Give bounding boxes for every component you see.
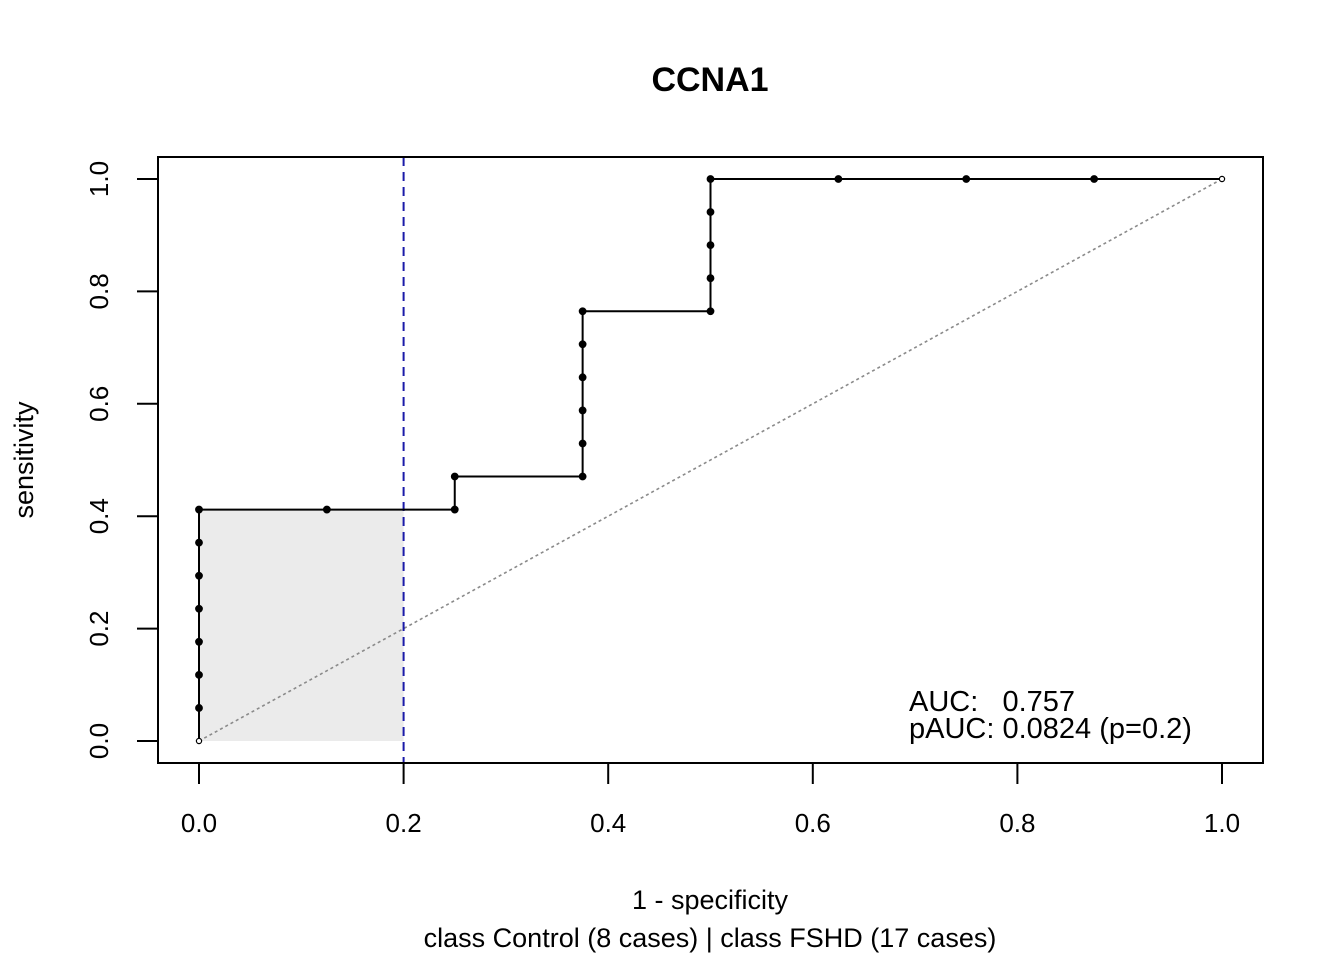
roc-point xyxy=(706,241,715,249)
roc-point xyxy=(195,737,203,745)
y-axis-label: sensitivity xyxy=(9,401,39,519)
roc-point xyxy=(578,472,587,481)
y-tick-label: 0.2 xyxy=(84,611,114,647)
roc-point xyxy=(195,571,203,580)
roc-point xyxy=(578,406,587,415)
roc-point xyxy=(195,671,203,679)
roc-point xyxy=(706,208,715,216)
roc-point xyxy=(450,505,459,514)
roc-point xyxy=(195,704,203,712)
roc-point xyxy=(962,175,971,183)
x-tick-label: 0.0 xyxy=(181,808,217,838)
roc-point xyxy=(578,373,587,382)
plot-area xyxy=(195,157,1226,763)
x-axis-label: 1 - specificity xyxy=(632,885,789,915)
y-tick-label: 0.4 xyxy=(84,498,114,534)
roc-point xyxy=(578,307,587,316)
partial-auc-region xyxy=(199,509,404,741)
roc-point xyxy=(578,340,587,349)
y-tick-label: 0.0 xyxy=(84,723,114,759)
roc-point xyxy=(578,439,587,448)
roc-point xyxy=(1218,175,1226,183)
roc-point xyxy=(450,472,459,481)
y-tick-label: 0.6 xyxy=(84,386,114,422)
roc-point xyxy=(706,307,715,316)
roc-point xyxy=(834,175,843,183)
auc-annotation: AUC: 0.757 xyxy=(909,686,1075,718)
pauc-annotation: pAUC: 0.0824 (p=0.2) xyxy=(909,713,1192,745)
roc-point xyxy=(706,175,715,183)
y-axis: 0.0 0.2 0.4 0.6 0.8 1.0 xyxy=(84,161,159,759)
roc-point xyxy=(195,538,203,547)
x-tick-label: 0.2 xyxy=(386,808,422,838)
x-axis: 0.0 0.2 0.4 0.6 0.8 1.0 xyxy=(181,762,1240,838)
roc-curve-line xyxy=(198,178,1222,741)
x-tick-label: 1.0 xyxy=(1204,808,1240,838)
x-tick-label: 0.4 xyxy=(590,808,626,838)
reference-diagonal xyxy=(198,178,1223,742)
y-tick-label: 1.0 xyxy=(84,161,114,197)
y-tick-label: 0.8 xyxy=(84,273,114,309)
chart-title: CCNA1 xyxy=(651,61,768,99)
roc-point xyxy=(195,604,203,613)
roc-point xyxy=(322,505,331,514)
roc-point xyxy=(195,505,203,514)
roc-point xyxy=(706,274,715,283)
x-axis-sublabel: class Control (8 cases) | class FSHD (17… xyxy=(424,923,997,953)
x-tick-label: 0.6 xyxy=(795,808,831,838)
x-tick-label: 0.8 xyxy=(999,808,1035,838)
roc-point xyxy=(1090,175,1099,183)
roc-point xyxy=(195,637,203,646)
